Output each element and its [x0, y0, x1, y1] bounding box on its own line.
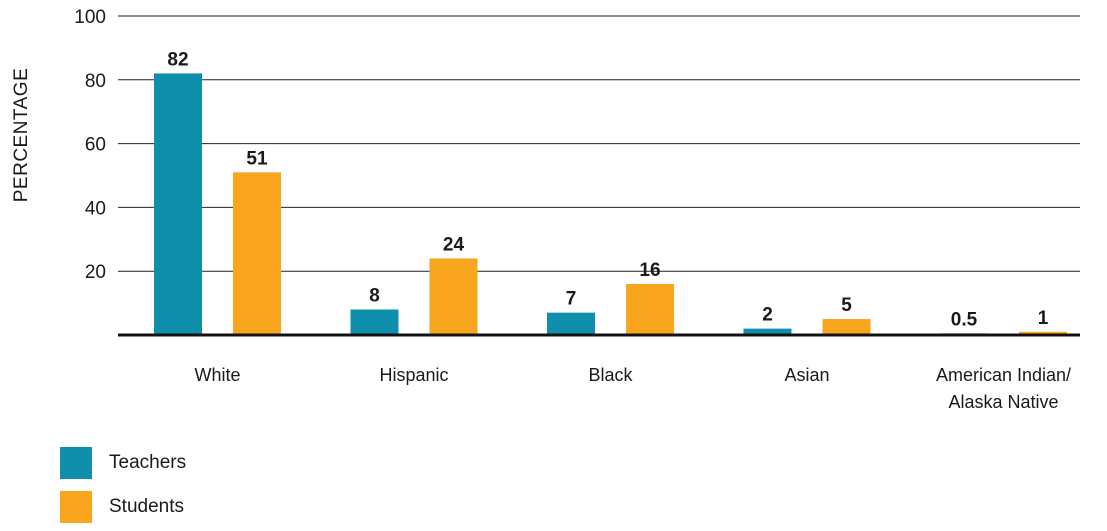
category-label-line: White — [194, 365, 240, 385]
bar-students-4 — [1019, 331, 1067, 335]
value-label-students-0: 51 — [246, 148, 268, 169]
category-label-line: Alaska Native — [948, 392, 1058, 412]
value-label-teachers-3: 2 — [762, 305, 773, 326]
bar-teachers-1 — [350, 309, 399, 335]
y-tick-40: 40 — [85, 198, 106, 219]
bar-teachers-2 — [547, 312, 595, 335]
bar-students-0 — [233, 172, 281, 335]
y-tick-20: 20 — [85, 262, 106, 283]
bar-students-2 — [626, 283, 674, 335]
category-label-line: American Indian/ — [936, 365, 1071, 385]
value-label-teachers-0: 82 — [167, 49, 188, 70]
category-label-4: American Indian/Alaska Native — [936, 365, 1071, 412]
legend-swatch-students — [60, 491, 92, 523]
y-tick-100: 100 — [74, 7, 106, 28]
legend-label-students: Students — [109, 496, 184, 517]
category-labels: White Hispanic Black Asian American Indian/A… — [194, 365, 1071, 412]
bars — [154, 73, 1067, 336]
category-label-2: Black — [588, 365, 633, 385]
category-label-line: Hispanic — [379, 365, 448, 385]
y-tick-labels: 20 40 60 80 100 — [74, 7, 106, 283]
bar-teachers-0 — [154, 73, 202, 336]
category-label-3: Asian — [784, 365, 829, 385]
value-label-students-4: 1 — [1038, 308, 1049, 329]
y-axis-label: PERCENTAGE — [11, 68, 32, 203]
legend-label-teachers: Teachers — [109, 452, 187, 473]
legend-swatch-teachers — [60, 447, 92, 479]
category-label-line: Black — [588, 365, 633, 385]
category-label-1: Hispanic — [379, 365, 448, 385]
value-label-teachers-4: 0.5 — [951, 309, 978, 330]
y-tick-80: 80 — [85, 71, 106, 92]
legend-item-teachers: Teachers — [60, 446, 360, 480]
bar-students-3 — [822, 319, 871, 335]
value-label-students-2: 16 — [639, 260, 660, 281]
value-label-students-1: 24 — [443, 234, 465, 255]
category-label-0: White — [194, 365, 240, 385]
bar-students-1 — [429, 258, 478, 335]
legend-item-students: Students — [60, 490, 360, 524]
category-label-line: Asian — [784, 365, 829, 385]
value-label-teachers-1: 8 — [369, 285, 380, 306]
y-tick-60: 60 — [85, 135, 106, 156]
bar-teachers-3 — [743, 328, 792, 335]
value-label-students-3: 5 — [841, 295, 852, 316]
value-label-teachers-2: 7 — [566, 289, 577, 310]
